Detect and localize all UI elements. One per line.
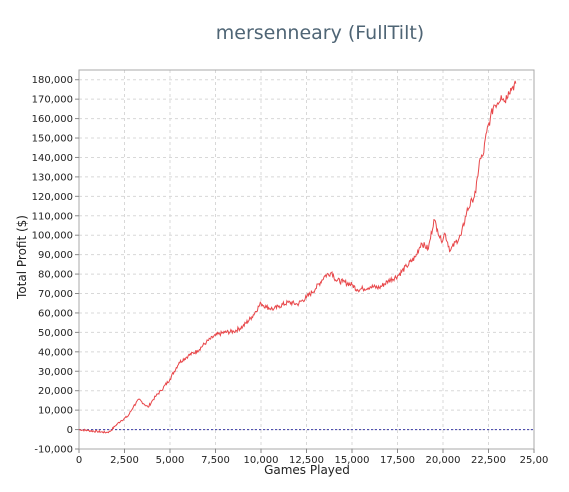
y-tick-label: 160,000 [32, 114, 73, 125]
y-tick-label: 40,000 [38, 347, 73, 358]
chart-title: mersenneary (FullTilt) [215, 22, 425, 44]
y-tick-label: 170,000 [32, 95, 73, 106]
x-axis-label: Games Played [264, 463, 350, 477]
y-tick-label: 100,000 [32, 231, 73, 242]
y-tick-label: 50,000 [38, 328, 73, 339]
x-tick-label: 0 [76, 455, 82, 466]
grid [79, 70, 534, 450]
y-axis: -10,000 0 10,000 20,000 30,000 40,000 50,000 60… [32, 75, 79, 456]
y-tick-label: 80,000 [38, 270, 73, 281]
y-tick-label: 70,000 [38, 289, 73, 300]
x-tick-label: 10,000 [244, 455, 279, 466]
y-tick-label: -10,000 [34, 445, 73, 456]
x-axis: 0 2,500 5,000 7,500 10,000 12,500 15,000 17,500… [76, 449, 549, 466]
y-tick-label: 60,000 [38, 308, 73, 319]
y-tick-label: 120,000 [32, 192, 73, 203]
y-tick-label: 130,000 [32, 172, 73, 183]
x-tick-label: 7,500 [201, 455, 230, 466]
y-tick-label: 150,000 [32, 134, 73, 145]
x-tick-label: 5,000 [156, 455, 185, 466]
x-tick-label: 20,000 [426, 455, 461, 466]
y-tick-label: 30,000 [38, 367, 73, 378]
y-tick-label: 0 [67, 425, 73, 436]
y-tick-label: 20,000 [38, 386, 73, 397]
x-tick-label: 15,000 [335, 455, 370, 466]
profit-line [78, 80, 517, 434]
y-tick-label: 90,000 [38, 250, 73, 261]
x-tick-label: 25,00 [520, 455, 549, 466]
x-tick-label: 12,500 [289, 455, 324, 466]
y-tick-label: 110,000 [32, 211, 73, 222]
y-tick-label: 140,000 [32, 153, 73, 164]
y-tick-label: 180,000 [32, 75, 73, 86]
y-tick-label: 10,000 [38, 406, 73, 417]
x-tick-label: 17,500 [380, 455, 415, 466]
x-tick-label: 2,500 [110, 455, 139, 466]
x-tick-label: 22,500 [471, 455, 506, 466]
y-axis-label: Total Profit ($) [15, 215, 29, 300]
